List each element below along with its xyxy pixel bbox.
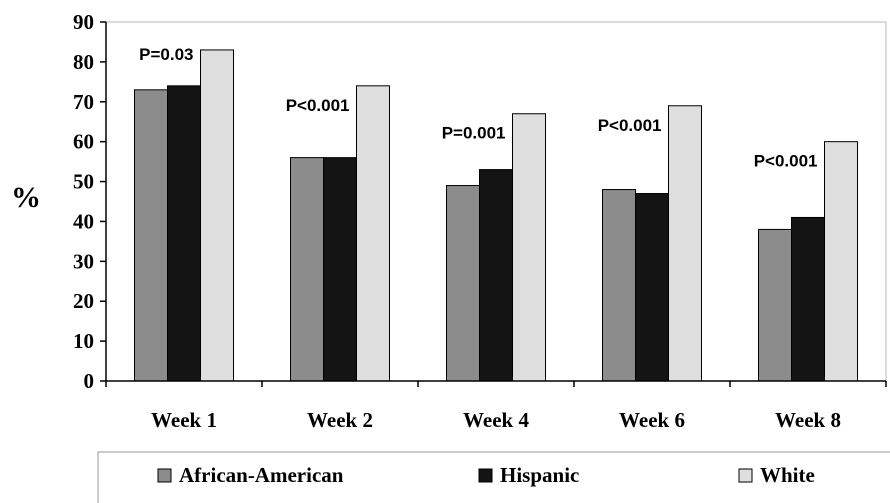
legend-label: White — [760, 463, 815, 487]
bar-african-american-week-4 — [446, 185, 480, 382]
legend-label: Hispanic — [500, 463, 579, 487]
y-tick-label: 80 — [73, 50, 94, 74]
legend-swatch — [478, 468, 493, 483]
x-tick-label: Week 4 — [463, 408, 529, 432]
bar-hispanic-week-1 — [167, 85, 201, 382]
y-tick-label: 30 — [73, 249, 94, 273]
p-value-annotation: P<0.001 — [598, 116, 662, 135]
bar-hispanic-week-2 — [323, 157, 357, 382]
legend-swatch — [157, 468, 172, 483]
p-value-annotation: P=0.03 — [139, 45, 193, 64]
y-tick-label: 90 — [73, 10, 94, 34]
x-tick-label: Week 8 — [775, 408, 841, 432]
p-value-annotation: P<0.001 — [286, 96, 350, 115]
legend — [97, 451, 890, 503]
legend-label: African-American — [179, 463, 344, 487]
y-tick-label: 0 — [84, 369, 95, 393]
x-tick-label: Week 6 — [619, 408, 685, 432]
y-axis-label: % — [11, 181, 41, 214]
y-tick-label: 20 — [73, 289, 94, 313]
bar-hispanic-week-6 — [635, 193, 669, 382]
bar-african-american-week-6 — [602, 189, 636, 382]
bar-hispanic-week-8 — [791, 216, 825, 382]
bar-white-week-8 — [824, 141, 858, 382]
bar-white-week-1 — [200, 49, 234, 382]
bar-african-american-week-2 — [290, 157, 324, 382]
bar-hispanic-week-4 — [479, 169, 513, 382]
y-tick-label: 10 — [73, 329, 94, 353]
x-tick-label: Week 2 — [307, 408, 373, 432]
bar-white-week-2 — [356, 85, 390, 382]
legend-swatch — [738, 468, 753, 483]
y-tick-label: 70 — [73, 90, 94, 114]
y-tick-label: 50 — [73, 170, 94, 194]
bar-african-american-week-8 — [758, 228, 792, 382]
p-value-annotation: P=0.001 — [442, 124, 506, 143]
bar-white-week-4 — [512, 113, 546, 382]
x-tick-label: Week 1 — [151, 408, 217, 432]
y-tick-label: 60 — [73, 130, 94, 154]
bar-african-american-week-1 — [134, 89, 168, 382]
p-value-annotation: P<0.001 — [754, 152, 818, 171]
y-tick-label: 40 — [73, 209, 94, 233]
bar-white-week-6 — [668, 105, 702, 382]
